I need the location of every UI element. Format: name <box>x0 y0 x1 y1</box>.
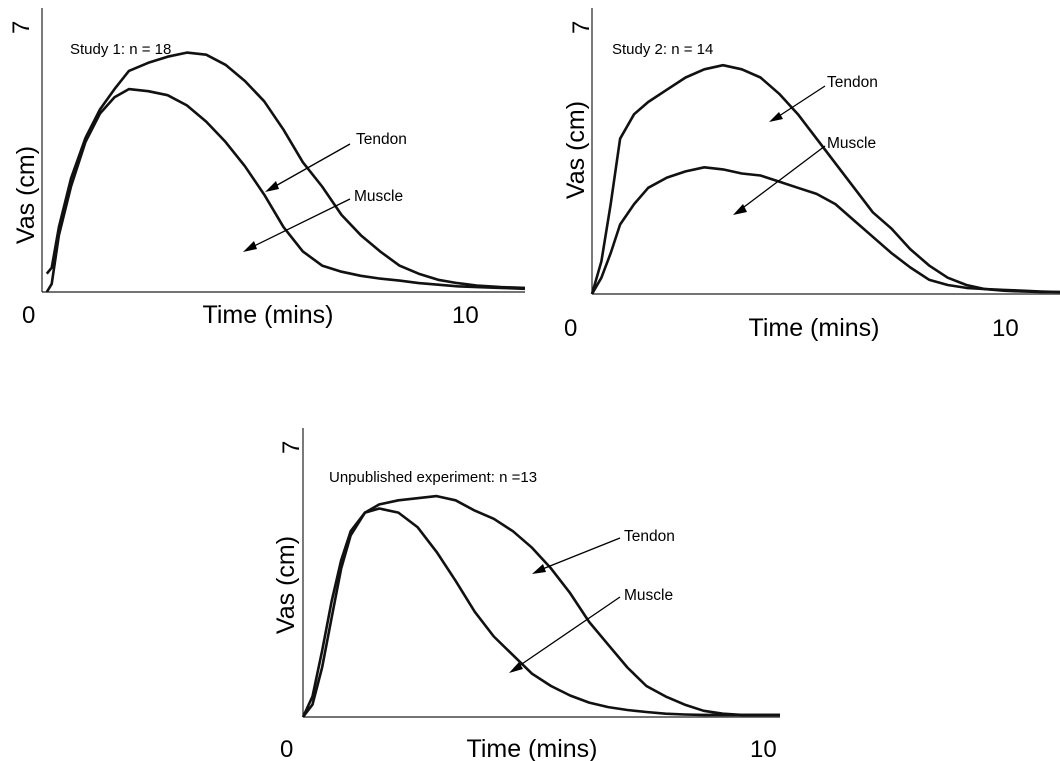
series-group <box>590 63 1060 295</box>
callout-leader-muscle <box>249 198 351 249</box>
x-axis-title: Time (mins) <box>202 301 333 329</box>
series-group <box>301 494 780 718</box>
callout-leader-tendon <box>775 85 826 119</box>
y-axis-title: Vas (cm) <box>272 536 300 634</box>
callout-arrowhead-tendon <box>265 181 279 192</box>
x-tick-10: 10 <box>750 736 777 761</box>
x-tick-10: 10 <box>452 302 479 329</box>
callout-leader-muscle <box>515 596 621 669</box>
unpublished-chart: 7 Vas (cm) Unpublished experiment: n =13… <box>272 428 780 761</box>
callout-leader-muscle <box>739 145 826 211</box>
callout-muscle: Muscle <box>827 135 876 152</box>
y-tick-7: 7 <box>568 21 595 34</box>
y-axis-title: Vas (cm) <box>12 146 40 244</box>
series-muscle <box>590 166 1060 295</box>
study2-chart: 7 Vas (cm) Study 2: n = 14 Tendon Muscle… <box>562 8 1060 342</box>
callout-arrowhead-tendon <box>532 564 546 574</box>
x-tick-10: 10 <box>992 315 1019 342</box>
annotation: Study 2: n = 14 <box>612 41 713 58</box>
callout-arrowhead-muscle <box>509 662 523 673</box>
series-muscle <box>301 507 780 718</box>
study1-chart: 7 Vas (cm) Study 1: n = 18 Tendon Muscle… <box>8 8 526 329</box>
callout-arrowhead-muscle <box>733 204 747 215</box>
annotation: Study 1: n = 18 <box>70 41 171 58</box>
y-tick-7: 7 <box>8 21 35 34</box>
callout-arrowhead-muscle <box>243 241 257 252</box>
y-axis-title: Vas (cm) <box>562 101 590 199</box>
series-muscle <box>45 87 526 293</box>
callout-tendon: Tendon <box>827 74 878 91</box>
callout-muscle: Muscle <box>624 587 673 604</box>
callout-muscle: Muscle <box>354 188 403 205</box>
series-group <box>45 51 526 293</box>
callout-tendon: Tendon <box>356 131 407 148</box>
y-tick-7: 7 <box>278 441 305 454</box>
callout-leader-tendon <box>271 143 351 189</box>
x-tick-0: 0 <box>22 302 35 329</box>
series-tendon <box>590 63 1060 295</box>
x-tick-0: 0 <box>280 736 293 761</box>
series-tendon <box>45 51 526 290</box>
callout-arrowhead-tendon <box>769 112 783 122</box>
callout-leader-tendon <box>539 537 621 571</box>
annotation: Unpublished experiment: n =13 <box>329 469 537 486</box>
x-axis-title: Time (mins) <box>748 314 879 342</box>
callout-tendon: Tendon <box>624 528 675 545</box>
x-tick-0: 0 <box>564 315 577 342</box>
x-axis-title: Time (mins) <box>466 735 597 761</box>
series-tendon <box>301 494 780 718</box>
